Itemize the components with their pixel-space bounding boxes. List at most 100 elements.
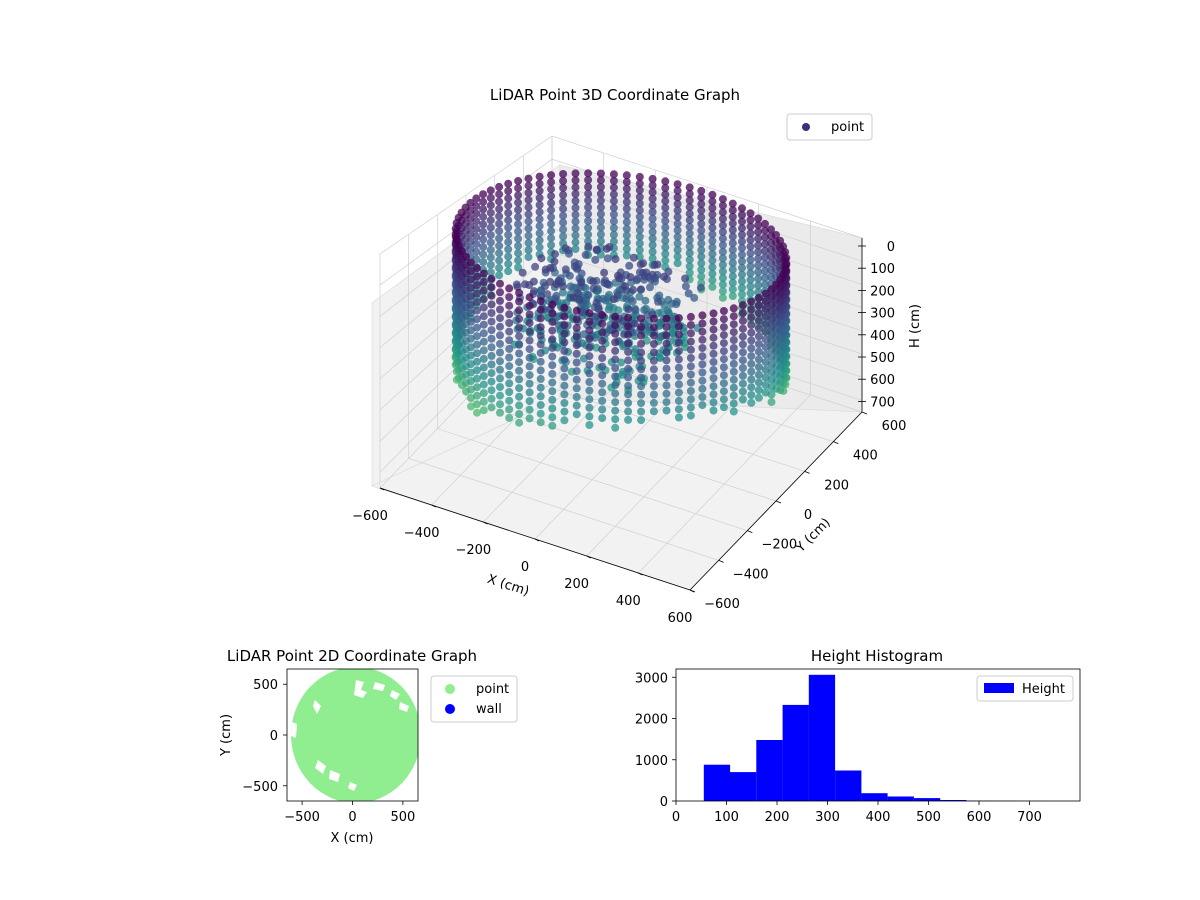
point-3d (624, 330, 633, 339)
point-3d (674, 380, 683, 389)
point-3d (535, 193, 544, 202)
legend-2d-wall-marker (445, 704, 455, 714)
point-3d (495, 190, 504, 199)
point-3d (649, 314, 658, 323)
point-3d (754, 214, 763, 223)
gap-2d (348, 782, 357, 791)
x-tick-label-3d: −200 (455, 543, 491, 558)
point-3d (487, 386, 496, 395)
point-3d (624, 356, 633, 365)
point-3d (729, 328, 738, 337)
point-3d (624, 347, 633, 356)
point-3d (728, 245, 737, 254)
points-3d (451, 169, 791, 432)
point-3d (708, 210, 717, 219)
point-3d (747, 375, 756, 384)
legend-2d-point-marker (445, 684, 455, 694)
point-3d (598, 328, 607, 337)
point-3d (697, 246, 706, 255)
point-3d (596, 210, 605, 219)
point-3d (729, 344, 738, 352)
point-3d (473, 408, 481, 417)
point-3d (662, 339, 671, 348)
point-3d (729, 383, 738, 392)
point-3d (697, 186, 706, 195)
grid-line-y (494, 175, 805, 472)
point-3d (728, 232, 737, 241)
point-3d (513, 282, 522, 291)
point-3d (609, 210, 618, 219)
point-3d (673, 239, 682, 248)
point-3d (496, 296, 504, 305)
point-3d (560, 407, 569, 416)
point-3d (767, 285, 776, 294)
point-3d (738, 283, 746, 292)
point-3d (535, 236, 544, 245)
y-tick-label-histogram: 1000 (635, 754, 668, 769)
point-3d (473, 264, 481, 273)
point-3d (473, 323, 481, 332)
x-ticks-3d: −600 −400 −200 0 200 400 600 (352, 487, 695, 626)
point-3d (546, 263, 555, 272)
point-3d (584, 230, 593, 239)
point-3d (686, 387, 695, 395)
point-3d (451, 224, 460, 233)
point-3d (505, 362, 514, 371)
z-tick-label-3d: 300 (870, 307, 895, 322)
x-tick-label-histogram: 700 (1017, 810, 1042, 825)
point-3d (719, 387, 728, 396)
point-3d (571, 169, 580, 178)
point-3d (598, 388, 607, 397)
point-3d (629, 285, 637, 294)
point-3d (467, 258, 475, 267)
point-3d (598, 362, 607, 371)
point-3d (505, 353, 514, 362)
point-3d (467, 317, 475, 326)
point-3d (719, 339, 728, 348)
point-3d (536, 297, 545, 306)
point-3d (622, 184, 631, 193)
point-3d (571, 176, 580, 185)
point-3d (662, 373, 671, 382)
point-3d (767, 225, 775, 234)
point-3d (560, 373, 569, 381)
legend-histogram-swatch (984, 683, 1014, 693)
point-3d (747, 305, 756, 314)
point-3d (524, 174, 533, 183)
point-3d (525, 353, 534, 362)
point-3d (622, 178, 631, 186)
point-3d (761, 320, 770, 329)
point-3d (593, 246, 601, 255)
point-3d (761, 297, 770, 306)
point-3d (674, 347, 683, 356)
point-3d (486, 231, 495, 240)
point-3d (761, 289, 770, 298)
point-3d (637, 348, 646, 357)
point-3d (479, 363, 488, 372)
point-3d (609, 203, 618, 212)
point-3d (547, 178, 556, 187)
point-3d (761, 350, 770, 359)
point-3d (625, 261, 634, 270)
point-3d (673, 232, 682, 241)
point-3d (604, 305, 613, 314)
point-3d (685, 255, 694, 264)
point-3d (596, 230, 605, 239)
point-3d (585, 309, 594, 318)
point-3d (709, 349, 718, 358)
point-3d (571, 224, 580, 233)
point-3d (674, 322, 683, 331)
point-3d (661, 177, 670, 186)
grid-line-y (522, 155, 834, 442)
point-3d (709, 374, 718, 383)
point-3d (514, 227, 523, 236)
point-3d (662, 364, 671, 373)
point-3d (738, 348, 747, 357)
point-3d (504, 187, 513, 195)
point-3d (686, 395, 695, 404)
point-3d (584, 242, 593, 251)
lidar-2d-plot: LiDAR Point 2D Coordinate Graph −500 0 500… (219, 647, 518, 846)
histogram-bar (940, 800, 967, 801)
point-3d (591, 312, 600, 321)
point-3d (479, 227, 488, 236)
